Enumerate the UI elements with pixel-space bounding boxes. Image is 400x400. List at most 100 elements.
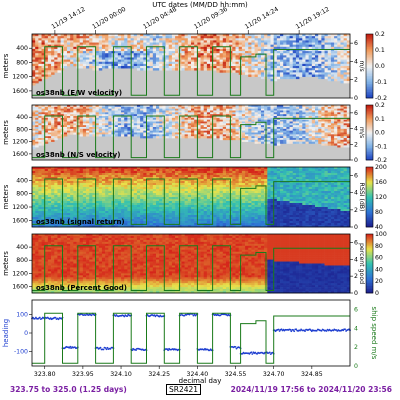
heading-tick-label: 100 [16, 312, 28, 319]
speed-tick-label: 4 [354, 58, 358, 65]
speed-tick-label: 6 [354, 306, 358, 313]
depth-tick-label: 1600 [12, 88, 28, 95]
colorbar-tick-label: -0.2 [375, 95, 387, 102]
heading-point [251, 353, 254, 355]
heading-point [256, 353, 258, 355]
colorbar-tick-label: -0.2 [375, 157, 387, 164]
depth-tick-label: 1200 [12, 139, 28, 146]
panel-frame [31, 104, 351, 161]
depth-tick-label: 400 [16, 45, 28, 52]
footer-datetime-range: 2024/11/19 17:56 to 2024/11/20 23:56 [230, 385, 392, 394]
speed-tick-label: 2 [354, 207, 358, 214]
heading-point [280, 328, 283, 331]
top-axis-tick-label: 11/19 14:12 [50, 6, 86, 31]
heading-point [34, 317, 36, 320]
panel-name: os38nb (signal return) [36, 218, 125, 226]
top-axis-tick-label: 11/20 00:00 [91, 6, 127, 31]
heading-point [290, 330, 293, 333]
heading-point [123, 315, 126, 318]
x-tick-label: 323.95 [72, 371, 94, 378]
colorbar-tick-label: 0.2 [375, 31, 385, 38]
heading-point [35, 316, 37, 319]
x-tick-label: 324.85 [301, 371, 323, 378]
x-tick-label: 323.80 [34, 371, 56, 378]
speed-axis-label: ship speed m/s [370, 307, 378, 360]
x-tick-label: 324.70 [263, 371, 285, 378]
speed-tick-label: 4 [354, 256, 358, 263]
colorbar-tick-label: 20 [375, 278, 383, 285]
speed-tick-label: 0 [354, 224, 358, 231]
speed-tick-label: 6 [354, 40, 358, 47]
depth-tick-label: 1600 [12, 217, 28, 224]
colorbar-frame [365, 104, 374, 161]
depth-tick-label: 1600 [12, 283, 28, 290]
heading-axis-label: heading [2, 319, 10, 347]
colorbar-label: m/s [358, 60, 365, 71]
heading-point [271, 351, 274, 354]
heading-point [304, 330, 306, 332]
colorbar-frame [365, 33, 374, 99]
colorbar-tick-label: 100 [375, 231, 387, 238]
panel-name: os38nb (N/S velocity) [36, 151, 120, 159]
heading-point [32, 316, 34, 319]
top-axis-title: UTC dates (MM/DD hh:mm) [152, 1, 248, 9]
panel-2-plot [31, 104, 351, 161]
depth-tick-label: 800 [16, 191, 28, 198]
ship-speed-line [32, 178, 350, 225]
speed-tick-label: 6 [354, 173, 358, 180]
speed-tick-label: 0 [354, 95, 358, 102]
panel-frame [31, 33, 351, 99]
heading-point [234, 346, 237, 348]
depth-tick-label: 800 [16, 257, 28, 264]
heading-panel [31, 299, 351, 367]
heading-point [96, 346, 99, 349]
ship-speed-line [32, 115, 350, 159]
depth-tick-label: 400 [16, 114, 28, 121]
x-tick-label: 324.55 [225, 371, 247, 378]
colorbar-label: m/s [358, 127, 365, 138]
heading-point [289, 328, 292, 331]
heading-point [135, 349, 137, 351]
ship-speed-line [32, 312, 350, 364]
colorbar-tick-label: 0 [375, 290, 379, 297]
heading-point [193, 313, 196, 316]
panel-name: os38nb (E/W velocity) [36, 89, 122, 97]
depth-tick-label: 1200 [12, 74, 28, 81]
speed-tick-label: 2 [354, 77, 358, 84]
colorbar-tick-label: 160 [375, 179, 387, 186]
heading-point [99, 346, 102, 349]
footer-cruise-id: SR2421 [166, 384, 202, 395]
depth-axis-label: meters [2, 53, 10, 78]
speed-tick-label: 4 [354, 126, 358, 133]
depth-axis-label: meters [2, 120, 10, 145]
depth-tick-label: 1200 [12, 270, 28, 277]
heading-point [268, 351, 271, 354]
panel-frame [31, 166, 351, 228]
colorbar [365, 166, 374, 228]
x-tick-label: 324.25 [148, 371, 170, 378]
heading-tick-label: 0 [24, 330, 28, 337]
speed-tick-label: 6 [354, 110, 358, 117]
heading-point [57, 318, 60, 321]
colorbar-tick-label: 200 [375, 164, 387, 171]
x-tick-label: 324.10 [110, 371, 132, 378]
colorbar-tick-label: 0.2 [375, 102, 385, 109]
heading-tick-label: -100 [14, 348, 28, 355]
colorbar-tick-label: 80 [375, 243, 383, 250]
panel-name: os38nb (Percent Good) [36, 284, 127, 292]
speed-tick-label: 6 [354, 239, 358, 246]
depth-axis-label: meters [2, 184, 10, 209]
heading-point [104, 347, 107, 349]
heading-point [167, 349, 170, 352]
colorbar-label: percent good [358, 243, 365, 284]
colorbar-frame [365, 166, 374, 228]
heading-point [315, 329, 318, 332]
depth-tick-label: 800 [16, 126, 28, 133]
colorbar-tick-label: 60 [375, 255, 383, 262]
colorbar [365, 33, 374, 99]
depth-tick-label: 1600 [12, 151, 28, 158]
heading-point [109, 348, 112, 350]
footer-range: 323.75 to 325.0 (1.25 days) [10, 385, 127, 394]
heading-point [293, 330, 296, 333]
